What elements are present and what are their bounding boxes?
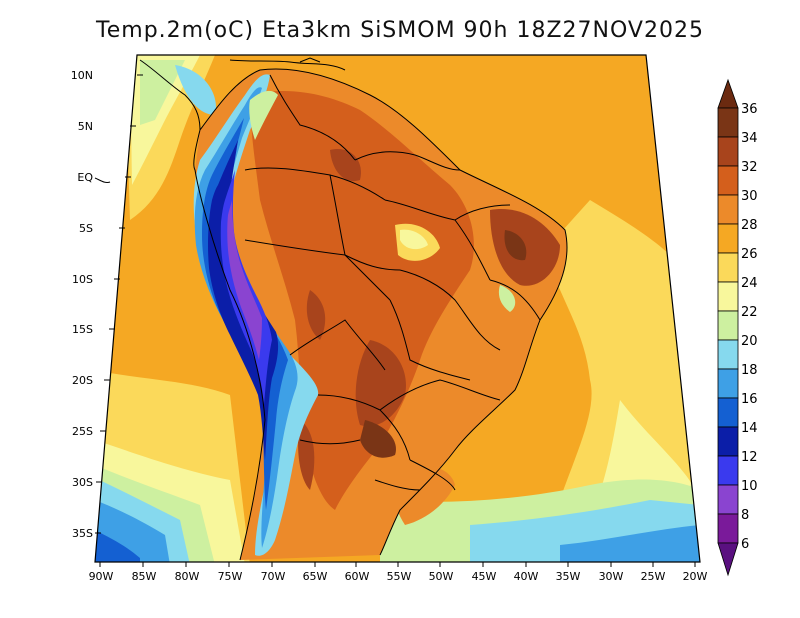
map-frame xyxy=(94,54,701,563)
lat-label: 5N xyxy=(78,120,93,133)
colorbar-swatch xyxy=(717,136,739,167)
colorbar-swatch xyxy=(717,252,739,283)
lon-label: 80W xyxy=(175,570,200,583)
colorbar-label: 24 xyxy=(741,276,758,291)
colorbar-label: 20 xyxy=(741,334,758,349)
lon-label: 20W xyxy=(683,570,708,583)
colorbar-swatch xyxy=(717,281,739,312)
lat-label: 20S xyxy=(72,374,93,387)
lat-label: 10S xyxy=(72,273,93,286)
colorbar-label: 36 xyxy=(741,102,758,117)
temperature-field xyxy=(95,55,700,562)
lat-label: 30S xyxy=(72,476,93,489)
lon-label: 85W xyxy=(132,570,157,583)
colorbar-label: 22 xyxy=(741,305,758,320)
lon-label: 65W xyxy=(303,570,328,583)
colorbar-swatch xyxy=(717,455,739,486)
colorbar-swatch xyxy=(717,165,739,196)
colorbar-label: 30 xyxy=(741,189,758,204)
colorbar-top-arrow xyxy=(717,78,739,109)
colorbar-swatch xyxy=(717,484,739,515)
colorbar-swatch xyxy=(717,310,739,341)
colorbar-label: 8 xyxy=(741,508,749,523)
axis-ticks xyxy=(95,74,696,567)
colorbar-swatch xyxy=(717,513,739,544)
lat-label: 5S xyxy=(79,222,93,235)
colorbar-label: 16 xyxy=(741,392,758,407)
colorbar-label: 26 xyxy=(741,247,758,262)
lat-label: 15S xyxy=(72,323,93,336)
lat-label: 25S xyxy=(72,425,93,438)
colorbar-label: 10 xyxy=(741,479,758,494)
longitude-labels: 90W 85W 80W 75W 70W 65W 60W 55W 50W 45W … xyxy=(89,570,708,583)
map-title: Temp.2m(oC) Eta3km SiSMOM 90h 18Z27NOV20… xyxy=(96,18,704,43)
lon-label: 60W xyxy=(345,570,370,583)
lon-label: 35W xyxy=(556,570,581,583)
colorbar-labels: 36 34 32 30 28 26 24 22 20 18 16 14 12 1… xyxy=(741,102,758,552)
lat-label: 35S xyxy=(72,527,93,540)
lat-label: EQ xyxy=(77,171,93,184)
colorbar-label: 34 xyxy=(741,131,758,146)
lon-label: 40W xyxy=(514,570,539,583)
coastline-borders xyxy=(94,57,568,561)
lat-label: 10N xyxy=(71,69,93,82)
colorbar-label: 12 xyxy=(741,450,758,465)
colorbar-label: 14 xyxy=(741,421,758,436)
colorbar-swatch xyxy=(717,107,739,138)
lon-label: 90W xyxy=(89,570,114,583)
colorbar-swatch xyxy=(717,368,739,399)
latitude-labels: 10N 5N EQ 5S 10S 15S 20S 25S 30S 35S xyxy=(71,69,94,540)
lon-label: 45W xyxy=(472,570,497,583)
colorbar-swatch xyxy=(717,426,739,457)
colorbar-swatch xyxy=(717,194,739,225)
lon-label: 25W xyxy=(641,570,666,583)
lon-label: 70W xyxy=(261,570,286,583)
colorbar-label: 28 xyxy=(741,218,758,233)
colorbar-label: 32 xyxy=(741,160,758,175)
colorbar xyxy=(717,78,739,577)
colorbar-swatch xyxy=(717,223,739,254)
colorbar-swatch xyxy=(717,397,739,428)
lon-label: 55W xyxy=(387,570,412,583)
colorbar-bottom-arrow xyxy=(717,542,739,577)
colorbar-label: 6 xyxy=(741,537,749,552)
lon-label: 30W xyxy=(599,570,624,583)
lon-label: 50W xyxy=(429,570,454,583)
colorbar-label: 18 xyxy=(741,363,758,378)
colorbar-swatch xyxy=(717,339,739,370)
lon-label: 75W xyxy=(218,570,243,583)
